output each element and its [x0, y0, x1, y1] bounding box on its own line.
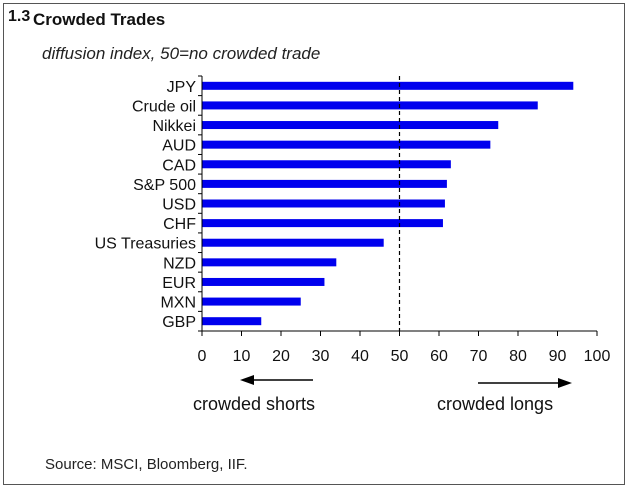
category-label: US Treasuries: [95, 236, 196, 253]
chart-subtitle: diffusion index, 50=no crowded trade: [42, 44, 321, 63]
bar-aud: [202, 140, 491, 149]
category-label: AUD: [162, 138, 196, 155]
category-label: EUR: [162, 275, 196, 292]
longs-label: crowded longs: [437, 394, 553, 414]
shorts-label: crowded shorts: [193, 394, 315, 414]
bar-nikkei: [202, 121, 499, 130]
bar-jpy: [202, 81, 574, 90]
bar-chf: [202, 219, 443, 228]
longs-arrow-icon: [558, 378, 572, 388]
category-label: Crude oil: [132, 98, 196, 115]
bar-s-p-500: [202, 179, 447, 188]
bar-mxn: [202, 297, 301, 306]
x-tick-label: 100: [584, 348, 611, 365]
chart-number: 1.3: [8, 8, 31, 25]
category-label: JPY: [167, 79, 197, 96]
bar-crude-oil: [202, 101, 538, 110]
bar-gbp: [202, 317, 262, 326]
bar-eur: [202, 277, 325, 286]
shorts-annotation: crowded shorts: [193, 375, 315, 414]
category-label: S&P 500: [133, 177, 196, 194]
x-tick-label: 80: [509, 348, 527, 365]
bar-cad: [202, 160, 451, 169]
category-label: GBP: [162, 314, 196, 331]
shorts-arrow-icon: [240, 375, 254, 385]
category-label: USD: [162, 197, 196, 214]
x-tick-label: 10: [233, 348, 251, 365]
bar-us-treasuries: [202, 238, 384, 247]
x-tick-label: 70: [470, 348, 488, 365]
x-tick-label: 0: [198, 348, 207, 365]
x-tick-label: 50: [391, 348, 409, 365]
bars-group: [198, 75, 574, 332]
category-label: CHF: [163, 216, 196, 233]
x-ticks-group: 0 10 20 30 40 50 60 70 80 90 100: [198, 331, 611, 365]
category-label: MXN: [160, 295, 196, 312]
x-tick-label: 30: [312, 348, 330, 365]
category-label: NZD: [163, 255, 196, 272]
category-labels: JPY Crude oil Nikkei AUD CAD S&P 500 USD CHF US …: [95, 79, 197, 331]
x-tick-label: 90: [549, 348, 567, 365]
longs-annotation: crowded longs: [437, 378, 572, 414]
x-tick-label: 60: [430, 348, 448, 365]
chart-title: Crowded Trades: [33, 10, 166, 29]
source-note: Source: MSCI, Bloomberg, IIF.: [45, 456, 248, 473]
bar-nzd: [202, 258, 337, 267]
x-tick-label: 40: [351, 348, 369, 365]
category-label: CAD: [162, 157, 196, 174]
bar-usd: [202, 199, 445, 208]
category-label: Nikkei: [152, 118, 196, 135]
x-tick-label: 20: [272, 348, 290, 365]
